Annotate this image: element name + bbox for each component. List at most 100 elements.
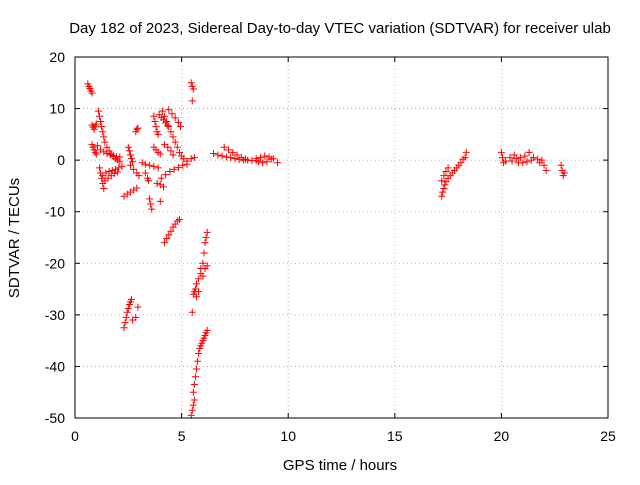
data-point	[193, 365, 201, 373]
y-tick-label: -50	[45, 410, 65, 426]
data-point	[94, 107, 102, 115]
data-point	[127, 155, 135, 163]
data-point	[525, 148, 533, 156]
data-point	[171, 138, 179, 146]
data-point	[121, 319, 129, 327]
data-point	[93, 142, 101, 150]
data-point	[214, 151, 222, 159]
data-point	[165, 106, 173, 114]
data-point	[189, 388, 197, 396]
data-point	[154, 164, 162, 172]
data-point	[132, 313, 140, 321]
data-point	[97, 117, 105, 125]
data-point	[542, 166, 550, 174]
data-point	[92, 120, 100, 128]
x-tick-label: 10	[280, 428, 296, 444]
data-point	[227, 154, 235, 162]
data-point	[166, 167, 174, 175]
data-point	[123, 308, 131, 316]
data-point	[122, 313, 130, 321]
data-point	[130, 165, 138, 173]
data-point	[188, 406, 196, 414]
data-point	[194, 357, 202, 365]
data-points	[84, 79, 568, 419]
data-point	[193, 280, 201, 288]
plot-frame	[74, 56, 609, 419]
data-point	[191, 373, 199, 381]
axis-ticks: 0 5 10 15 20 25 -50 -40 -30 -20 -10 0 10 20	[45, 49, 616, 444]
data-point	[175, 148, 183, 156]
data-point	[147, 200, 155, 208]
data-point	[169, 151, 177, 159]
data-point	[125, 147, 133, 155]
data-point	[203, 326, 211, 334]
data-point	[145, 177, 153, 185]
x-axis-label: GPS time / hours	[283, 457, 397, 474]
data-point	[438, 177, 446, 185]
data-point	[203, 228, 211, 236]
data-point	[115, 164, 123, 172]
data-point	[233, 151, 241, 159]
data-point	[120, 324, 128, 332]
data-point	[141, 160, 149, 168]
data-point	[259, 159, 267, 167]
data-point	[175, 215, 183, 223]
data-point	[534, 155, 542, 163]
data-point	[261, 152, 269, 160]
data-point	[134, 303, 142, 311]
data-point	[512, 155, 520, 163]
data-point	[161, 239, 169, 247]
data-point	[199, 259, 207, 267]
data-point	[174, 118, 182, 126]
data-point	[100, 148, 108, 156]
data-point	[135, 172, 143, 180]
data-point	[267, 155, 275, 163]
data-point	[190, 380, 198, 388]
data-point	[200, 249, 208, 257]
data-point	[517, 154, 525, 162]
data-point	[229, 148, 237, 156]
data-point	[106, 151, 114, 159]
data-point	[118, 162, 126, 170]
x-tick-label: 5	[178, 428, 186, 444]
data-point	[92, 150, 100, 158]
data-point	[165, 123, 173, 131]
data-point	[242, 155, 250, 163]
data-point	[113, 153, 121, 161]
data-point	[195, 275, 203, 283]
data-point	[203, 262, 211, 270]
data-point	[442, 178, 450, 186]
data-point	[461, 154, 469, 162]
data-point	[523, 158, 531, 166]
data-point	[201, 239, 209, 247]
data-point	[96, 164, 104, 172]
data-point	[105, 167, 113, 175]
x-tick-label: 15	[387, 428, 403, 444]
data-point	[231, 155, 239, 163]
data-point	[457, 159, 465, 167]
data-point	[169, 133, 177, 141]
data-point	[222, 153, 230, 161]
y-tick-label: -40	[45, 358, 65, 374]
data-point	[199, 272, 207, 280]
data-point	[538, 156, 546, 164]
data-point	[134, 124, 142, 132]
data-point	[109, 152, 117, 160]
y-axis-label: SDTVAR / TECUs	[6, 178, 23, 298]
data-point	[440, 172, 448, 180]
data-point	[183, 157, 191, 165]
data-point	[164, 143, 172, 151]
data-point	[506, 154, 514, 162]
data-point	[152, 123, 160, 131]
data-point	[444, 164, 452, 172]
data-point	[263, 158, 271, 166]
data-point	[441, 181, 449, 189]
data-point	[154, 130, 162, 138]
data-point	[151, 117, 159, 125]
data-point	[133, 184, 141, 192]
y-tick-label: 0	[57, 152, 65, 168]
data-point	[168, 110, 176, 118]
x-tick-label: 0	[71, 428, 79, 444]
